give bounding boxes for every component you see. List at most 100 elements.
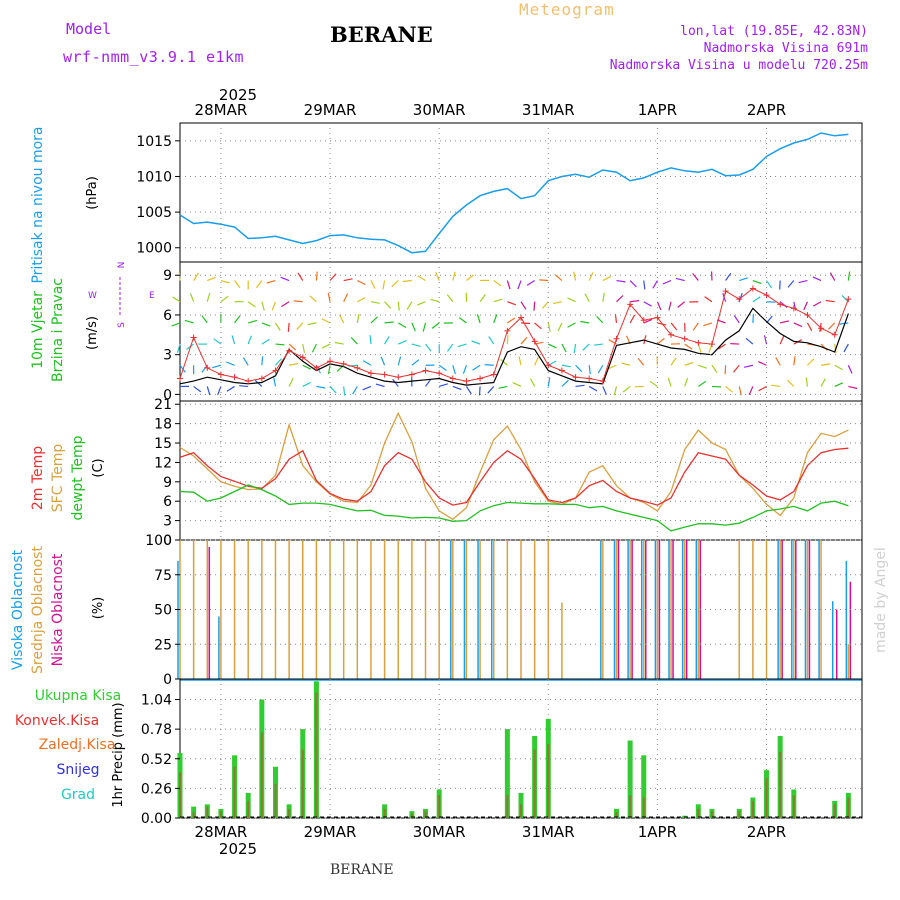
wind-barb: [787, 280, 795, 288]
wind-barb: [573, 271, 577, 281]
wind-barb: [507, 317, 516, 324]
wind-barb: [567, 297, 576, 303]
precip-conv-bar: [274, 783, 277, 818]
gust-marker: [340, 360, 347, 367]
precip-conv-bar: [547, 743, 550, 818]
y-tick-label: 0: [163, 387, 172, 403]
wind-barb: [621, 362, 631, 366]
wind-barb: [498, 385, 508, 389]
wind-barb: [416, 301, 426, 306]
wind-barb: [649, 380, 658, 387]
product-title: Meteogram: [519, 0, 615, 19]
precip-conv-bar: [710, 811, 713, 818]
wind-barb: [506, 335, 509, 345]
precip-conv-bar: [533, 749, 536, 818]
temp-label-1: 2m Temp: [30, 446, 46, 510]
station-elevation: Nadmorska Visina 691m: [703, 41, 868, 56]
wind-barb: [471, 340, 481, 345]
wind-barb: [370, 301, 380, 304]
wind-barb: [293, 300, 303, 303]
gust-marker: [449, 375, 456, 382]
wind-barb: [391, 280, 399, 288]
gust-marker: [272, 367, 279, 374]
wind-barb: [261, 356, 264, 366]
wind-barb: [452, 271, 456, 281]
wind-barb: [829, 272, 836, 281]
y-tick-label: 12: [154, 455, 172, 471]
wind-barb: [534, 322, 542, 330]
wind-barb: [247, 301, 256, 308]
wind-barb: [834, 364, 843, 371]
gust-marker: [613, 335, 620, 342]
y-tick-label: 3: [163, 514, 172, 530]
wind-barb: [630, 300, 640, 303]
wind-barb: [584, 293, 590, 302]
top-day-label: 2APR: [747, 101, 786, 119]
wind-barb: [261, 338, 270, 345]
wind-barb: [582, 343, 590, 351]
wind-barb: [462, 365, 468, 374]
wind-barb: [670, 322, 678, 331]
wind-barb: [667, 377, 672, 387]
wind-barb: [839, 322, 849, 325]
compass-e: E: [149, 291, 155, 301]
wind-barb: [266, 279, 276, 284]
y-tick-label: 100: [145, 533, 172, 549]
precip-conv-bar: [738, 811, 741, 818]
wind-barb: [520, 336, 528, 345]
sfc-temp-line: [179, 411, 849, 521]
wind-unit: (m/s): [85, 316, 100, 350]
wind-barb: [402, 279, 412, 283]
y-tick-label: 21: [154, 397, 172, 413]
year-label-top: 2025: [219, 86, 257, 104]
gust-marker: [258, 375, 265, 382]
gust-marker: [354, 364, 361, 371]
gust-marker: [463, 378, 470, 385]
gust-marker: [749, 285, 756, 292]
wind-barb: [793, 322, 803, 328]
wind-barb: [384, 336, 390, 345]
compass-w: W: [88, 291, 97, 301]
wind-label-2: Brzina i Pravac: [50, 278, 66, 382]
wind-barb: [329, 386, 337, 394]
wind-barb: [575, 384, 585, 388]
wind-barb: [668, 301, 672, 311]
wind-barb: [380, 356, 386, 366]
cloud-label-3: Niska Oblacnost: [50, 553, 66, 666]
wind-barb: [217, 386, 222, 396]
wind-barb: [478, 386, 481, 396]
wind-barb: [662, 279, 672, 285]
wind-barb: [212, 364, 222, 369]
wind-barb: [643, 335, 647, 345]
wind-barb: [327, 292, 331, 302]
precip-conv-bar: [424, 811, 427, 818]
wind-barb: [193, 272, 199, 281]
wind-barb: [520, 322, 531, 325]
wind-barb: [806, 322, 813, 332]
bottom-day-label: 29MAR: [304, 823, 357, 841]
wind-barb: [311, 343, 317, 353]
precip-conv-bar: [438, 795, 441, 818]
model-label: Model: [66, 20, 112, 38]
wind-barb: [397, 301, 400, 311]
bottom-day-label: 2APR: [747, 823, 786, 841]
wind-barb: [607, 364, 617, 370]
wind-barb: [547, 377, 551, 387]
bottom-day-label: 31MAR: [522, 823, 575, 841]
wind-barb: [575, 364, 583, 373]
wind-barb: [561, 379, 569, 387]
gust-marker: [722, 288, 729, 295]
pressure-unit: (hPa): [85, 176, 100, 210]
wind-barb: [234, 315, 241, 324]
wind-barb: [321, 343, 331, 349]
wind-barb: [643, 280, 646, 290]
wind-barb: [500, 358, 508, 366]
wind-barb: [506, 280, 511, 290]
wind-barb: [739, 277, 748, 282]
wind-barb: [698, 364, 707, 369]
wind-barb: [176, 343, 181, 353]
wind-barb: [616, 279, 626, 283]
gust-marker: [818, 325, 825, 332]
wind-barb: [382, 280, 386, 290]
wind-barb: [315, 271, 318, 281]
